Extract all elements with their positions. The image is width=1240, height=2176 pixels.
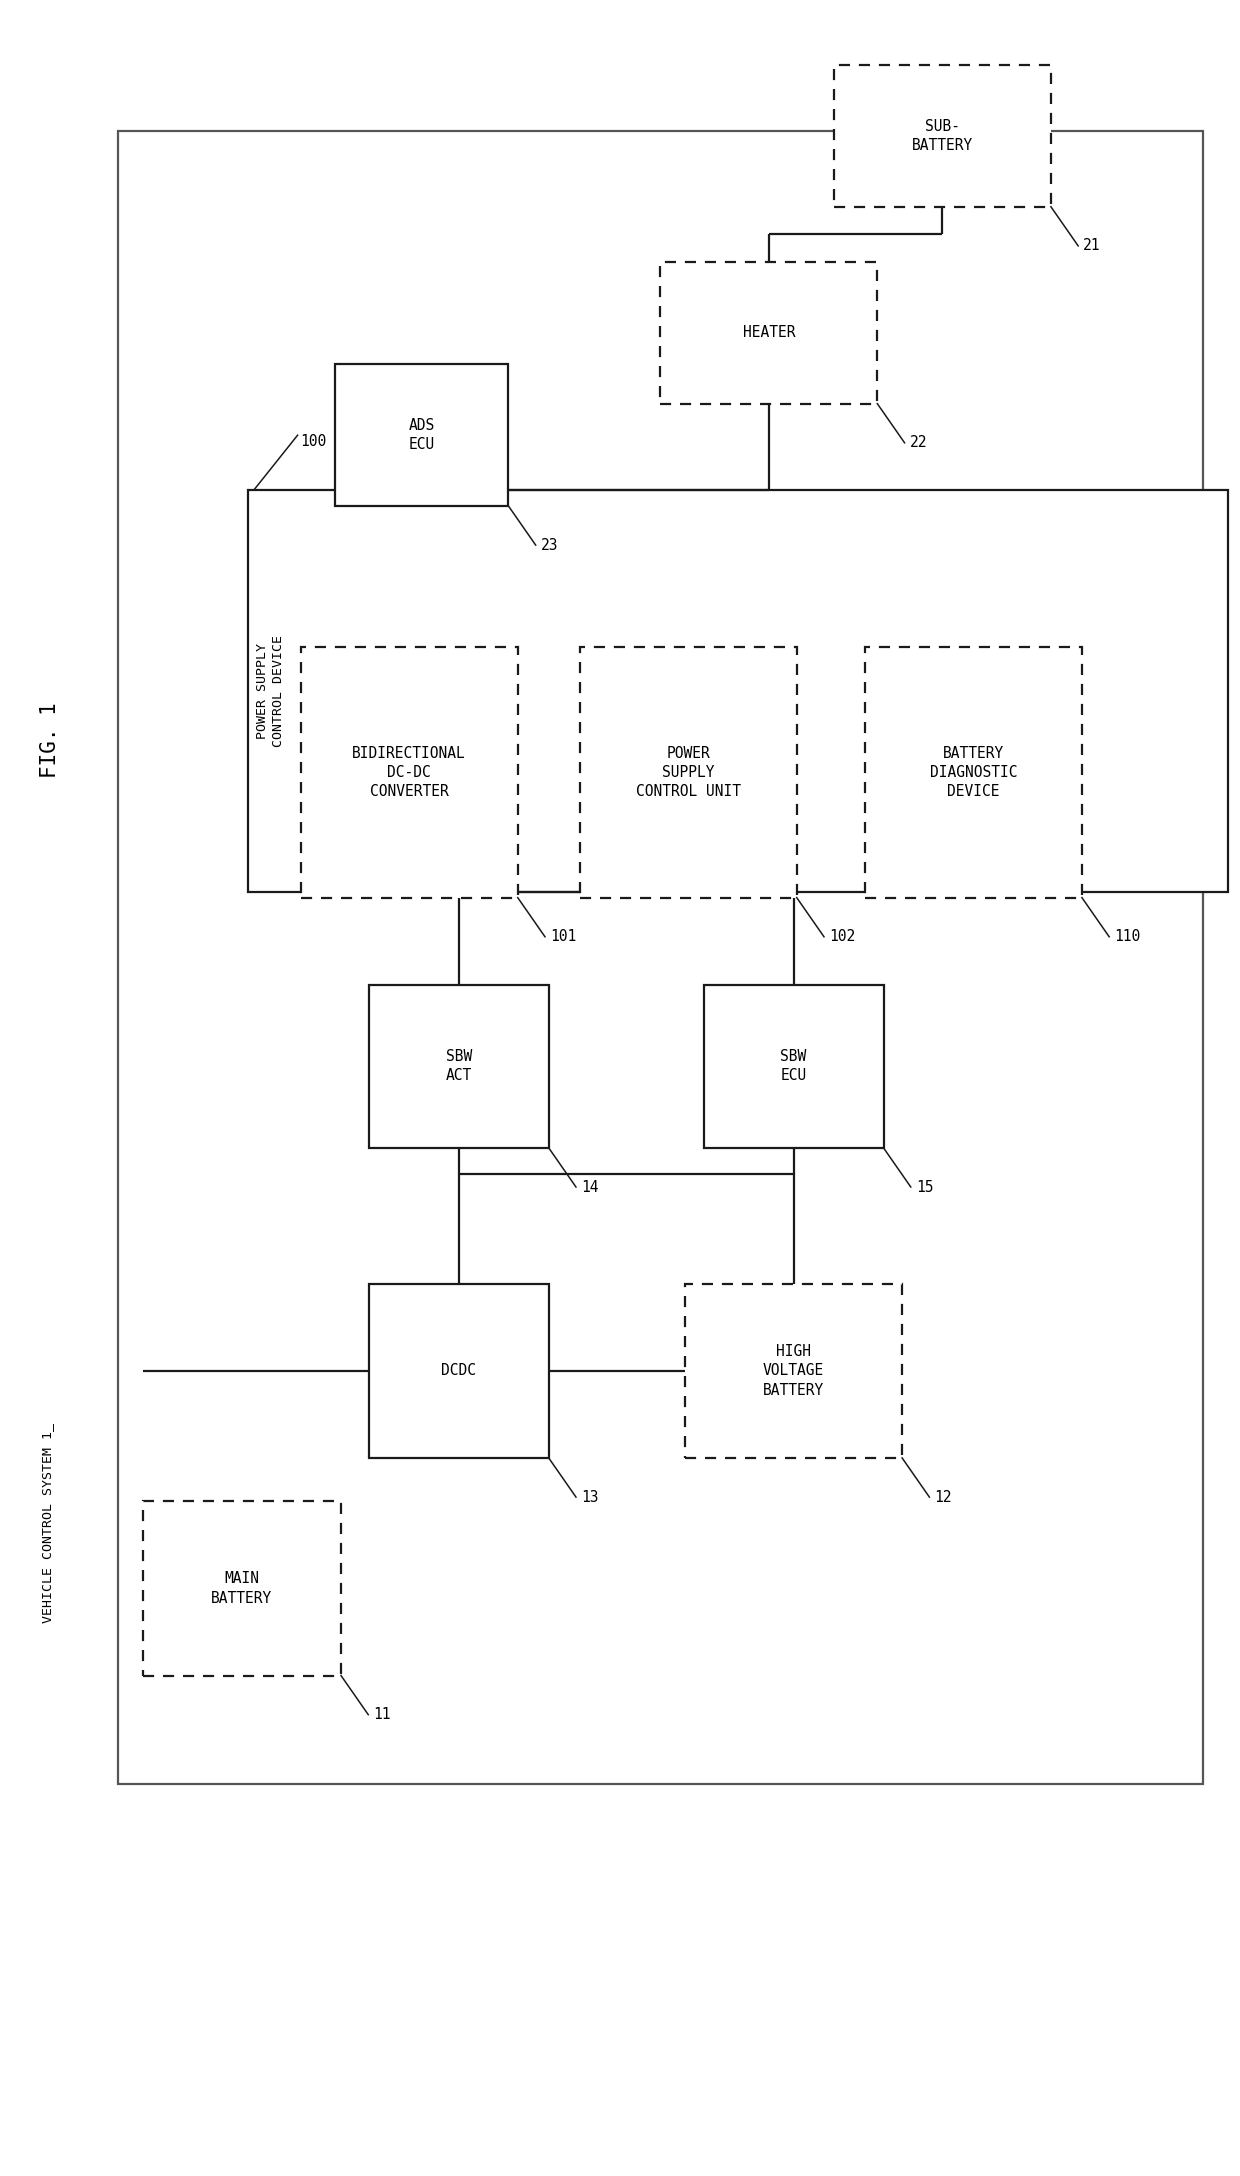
Bar [833,65,1050,207]
Text: ADS
ECU: ADS ECU [408,418,435,453]
Text: FIG. 1: FIG. 1 [40,703,60,777]
Text: SUB-
BATTERY: SUB- BATTERY [911,120,973,152]
Text: 11: 11 [373,1708,391,1721]
Text: 21: 21 [1084,239,1101,252]
Bar [118,131,1203,1784]
Text: POWER
SUPPLY
CONTROL UNIT: POWER SUPPLY CONTROL UNIT [636,746,740,799]
Text: HEATER: HEATER [743,326,795,339]
Text: 102: 102 [830,929,856,944]
Text: 14: 14 [580,1179,599,1195]
Text: SBW
ACT: SBW ACT [445,1049,472,1084]
Text: MAIN
BATTERY: MAIN BATTERY [211,1571,273,1606]
Text: 12: 12 [935,1491,952,1504]
Bar [301,648,518,897]
Bar [335,363,508,505]
Bar [248,490,1228,892]
Bar [370,1284,549,1458]
Text: SBW
ECU: SBW ECU [780,1049,807,1084]
Bar [704,984,883,1149]
Text: HIGH
VOLTAGE
BATTERY: HIGH VOLTAGE BATTERY [763,1345,825,1397]
Text: 13: 13 [580,1491,599,1504]
Text: 23: 23 [541,537,558,553]
Text: DCDC: DCDC [441,1364,476,1377]
Bar [660,263,878,405]
Text: 100: 100 [300,435,326,448]
Text: POWER SUPPLY
CONTROL DEVICE: POWER SUPPLY CONTROL DEVICE [255,635,285,746]
Text: BATTERY
DIAGNOSTIC
DEVICE: BATTERY DIAGNOSTIC DEVICE [930,746,1017,799]
Text: 110: 110 [1115,929,1141,944]
Bar [143,1501,341,1676]
Bar [580,648,797,897]
Text: 101: 101 [551,929,577,944]
Bar [866,648,1081,897]
Text: VEHICLE CONTROL SYSTEM 1_: VEHICLE CONTROL SYSTEM 1_ [41,1423,53,1623]
Text: 15: 15 [915,1179,934,1195]
Bar [684,1284,903,1458]
Text: BIDIRECTIONAL
DC-DC
CONVERTER: BIDIRECTIONAL DC-DC CONVERTER [352,746,466,799]
Bar [370,984,549,1149]
Text: 22: 22 [910,435,928,450]
